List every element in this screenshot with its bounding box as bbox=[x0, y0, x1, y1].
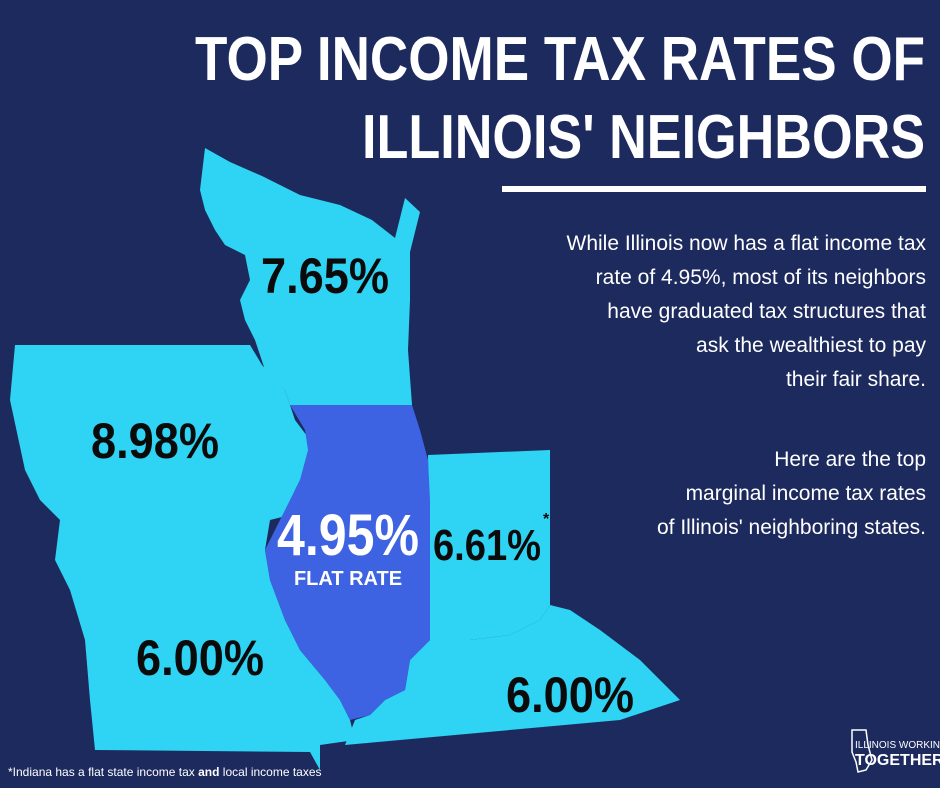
state-note: FLAT RATE bbox=[294, 568, 402, 590]
description-line: marginal income tax rates bbox=[686, 482, 926, 505]
description-line: While Illinois now has a flat income tax bbox=[567, 232, 927, 255]
wisconsin bbox=[200, 148, 420, 405]
map: 7.65% 8.98% 4.95% FLAT RATE 6.61% * 6.00… bbox=[10, 148, 680, 770]
footnote-part: *Indiana has a flat state income tax bbox=[8, 765, 198, 779]
title-line: ILLINOIS' NEIGHBORS bbox=[362, 103, 925, 172]
footnote-part: local income taxes bbox=[219, 765, 321, 779]
description-line: their fair share. bbox=[786, 368, 926, 391]
kentucky bbox=[345, 605, 680, 745]
logo-icon bbox=[851, 729, 873, 773]
divider bbox=[502, 186, 926, 192]
description: While Illinois now has a flat income tax… bbox=[567, 232, 927, 539]
iowa bbox=[10, 345, 310, 520]
illinois bbox=[265, 405, 430, 720]
description-line: ask the wealthiest to pay bbox=[696, 334, 926, 357]
description-line: of Illinois' neighboring states. bbox=[657, 516, 926, 539]
state-rate: 7.65% bbox=[261, 248, 389, 304]
title-line: TOP INCOME TAX RATES OF bbox=[195, 25, 925, 94]
missouri bbox=[55, 520, 355, 770]
footnote-mark: * bbox=[543, 511, 550, 528]
state-rate: 8.98% bbox=[91, 413, 219, 469]
state-rate: 6.61% bbox=[433, 521, 541, 570]
state-rate: 4.95% bbox=[277, 503, 419, 568]
indiana bbox=[428, 450, 550, 640]
description-line: rate of 4.95%, most of its neighbors bbox=[596, 266, 926, 289]
state-rate: 6.00% bbox=[136, 630, 264, 686]
footnote-part: and bbox=[198, 765, 219, 779]
logo-text: ILLINOIS WORKING bbox=[855, 740, 940, 751]
footnote: *Indiana has a flat state income tax and… bbox=[8, 765, 322, 779]
state-rate: 6.00% bbox=[506, 667, 634, 723]
description-line: have graduated tax structures that bbox=[607, 300, 926, 323]
description-line: Here are the top bbox=[774, 448, 926, 471]
logo-text: TOGETHER bbox=[855, 752, 940, 769]
logo: ILLINOIS WORKING TOGETHER bbox=[851, 729, 940, 773]
